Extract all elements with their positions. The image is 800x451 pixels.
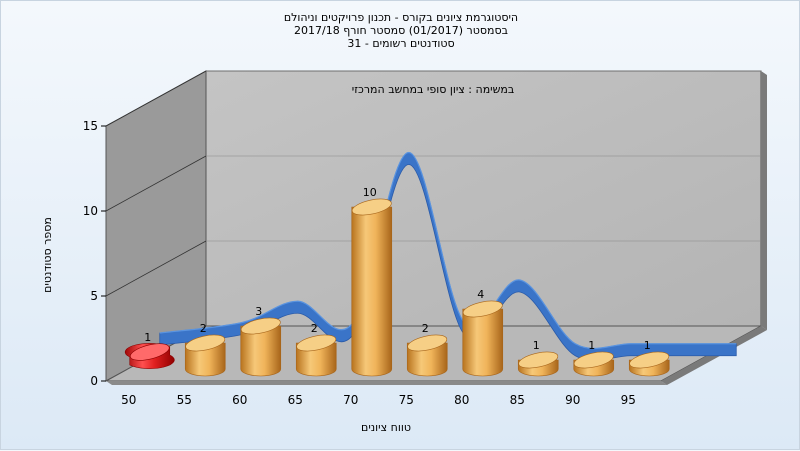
x-tick-label: 95 (621, 393, 636, 407)
x-tick-label: 50 (121, 393, 136, 407)
x-tick-label: 75 (399, 393, 414, 407)
bar-top (629, 351, 670, 369)
chart-bars (124, 198, 670, 377)
x-tick-label: 85 (510, 393, 525, 407)
bar-50 (124, 343, 175, 369)
bar-body (240, 325, 282, 377)
y-axis-label: מספר סטודנטים (41, 217, 54, 293)
bar-90 (573, 351, 615, 377)
bar-top (185, 334, 226, 352)
x-tick-label: 90 (565, 393, 580, 407)
chart-title-line-1: היסטוגרמת ציונים בקורס - תכנון פרויקטים … (283, 11, 519, 24)
bar-top (573, 351, 614, 369)
y-tick-label: 10 (83, 204, 98, 218)
chart-labels: 1 2 3 2 10 2 4 1 1 1 (144, 186, 651, 352)
bar-top (129, 343, 170, 361)
chart-title: היסטוגרמת ציונים בקורס - תכנון פרויקטים … (1, 11, 800, 50)
x-tick-label: 55 (177, 393, 192, 407)
chart-gridlines: 0 5 10 15 50 55 60 65 70 75 80 85 90 95 טווח ציונים מספ… (41, 70, 761, 434)
chart-title-line-3: סטודנטים רשומים - 31 (347, 37, 455, 50)
y-tick-label: 15 (83, 119, 98, 133)
x-axis-label: טווח ציונים (361, 421, 411, 434)
bar-value-label: 1 (644, 339, 651, 352)
bar-top (407, 334, 448, 352)
bar-value-label: 4 (477, 288, 484, 301)
bar-value-label: 2 (422, 322, 429, 335)
bar-value-label: 1 (588, 339, 595, 352)
bar-value-label: 1 (144, 331, 151, 344)
bar-value-label: 10 (363, 186, 377, 199)
y-tick-label: 5 (90, 289, 98, 303)
x-tick-label: 80 (454, 393, 469, 407)
bar-55 (184, 334, 226, 377)
x-tick-label: 70 (343, 393, 358, 407)
bar-top (240, 317, 281, 335)
bar-top (296, 334, 337, 352)
bar-60 (240, 317, 282, 377)
back-wall-edge (761, 71, 767, 330)
bar-body (351, 206, 393, 377)
y-gridline-side (105, 70, 207, 127)
bar-value-label: 1 (533, 339, 540, 352)
floor-front-edge (106, 381, 667, 385)
chart-subtitle: במשימה : ציון סופי במחשב המרכזי (352, 83, 515, 96)
bar-body (462, 308, 504, 377)
x-tick-label: 65 (288, 393, 303, 407)
x-tick-label: 60 (232, 393, 247, 407)
bar-top (351, 198, 392, 216)
bar-65 (295, 334, 337, 377)
bar-value-label: 2 (311, 322, 318, 335)
bar-top (518, 351, 559, 369)
bar-80 (462, 300, 504, 377)
bar-top (462, 300, 503, 318)
bar-70 (351, 198, 393, 377)
bar-value-label: 3 (255, 305, 262, 318)
y-gridline-side (105, 155, 207, 212)
curve-highlight (159, 151, 737, 350)
y-gridline-side (105, 240, 207, 297)
bar-95 (628, 351, 670, 377)
bar-value-label: 2 (200, 322, 207, 335)
bar-85 (517, 351, 559, 377)
bar-75 (406, 334, 448, 377)
y-tick-label: 0 (90, 374, 98, 388)
chart-title-line-2: בסמסטר (01/2017) סמסטר חורף 2017/18 (294, 24, 508, 37)
